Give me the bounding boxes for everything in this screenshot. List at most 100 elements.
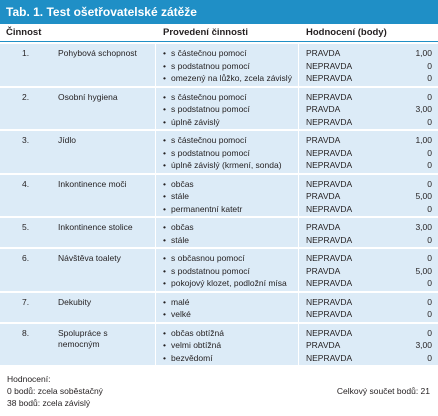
bullet-icon: • [163,91,166,102]
sub-item-score: 5,00 [415,191,432,201]
sub-item-row: • s podstatnou pomocí PRAVDA 5,00 [0,265,438,278]
sub-item-row: • s částečnou pomocí PRAVDA 1,00 [0,134,438,147]
sub-item-score: 0 [427,73,432,83]
column-divider [155,44,156,86]
bullet-icon: • [163,60,166,71]
sub-item-evaluation: NEPRAVDA [306,203,353,214]
sub-item-evaluation: NEPRAVDA [306,91,353,102]
row-number: 7. [22,296,30,307]
bullet-icon: • [163,327,166,338]
column-divider [298,44,299,86]
column-divider [155,174,156,216]
sub-item-evaluation: NEPRAVDA [306,327,353,338]
sub-item-description: omezený na lůžko, zcela závislý [171,73,292,83]
column-divider [155,131,156,173]
table-title: Tab. 1. Test ošetřovatelské zátěže [0,0,438,24]
sub-item-description: s podstatnou pomocí [171,265,250,276]
table-row: 3. Jídlo • s částečnou pomocí PRAVDA 1,00 • s p… [0,129,438,173]
sub-item-evaluation: NEPRAVDA [306,60,353,71]
sub-item-row: • úplně závislý NEPRAVDA 0 [0,116,438,129]
bullet-icon: • [163,160,166,170]
row-number: 6. [22,253,30,263]
sub-item-description: velmi obtížná [171,340,222,350]
bullet-icon: • [163,73,166,83]
row-activity: Inkontinence stolice [58,222,133,232]
sub-item-evaluation: NEPRAVDA [306,278,353,288]
table-body: 1. Pohybová schopnost • s částečnou pomocí P… [0,42,438,365]
sub-item-evaluation: PRAVDA [306,222,341,232]
sub-item-row: • stále PRAVDA 5,00 [0,190,438,203]
sub-item-evaluation: NEPRAVDA [306,234,353,245]
sub-item-evaluation: NEPRAVDA [306,352,353,363]
sub-item-row: • s občasnou pomocí NEPRAVDA 0 [0,252,438,265]
sub-item-score: 0 [427,278,432,288]
sub-item-evaluation: NEPRAVDA [306,116,353,127]
sub-item-score: 5,00 [415,265,432,276]
sub-item-evaluation: PRAVDA [306,48,341,58]
row-number: 4. [22,178,30,189]
sub-item-description: permanentní katetr [171,203,243,214]
sub-item-score: 3,00 [415,104,432,114]
sub-item-score: 0 [427,91,432,102]
column-divider [298,131,299,173]
bullet-icon: • [163,222,166,232]
bullet-icon: • [163,178,166,189]
column-divider [298,218,299,247]
total-score: Celkový součet bodů: 21 [336,386,430,396]
table-row: 7. Dekubity • malé NEPRAVDA 0 • velké NEPRAVDA 0 [0,290,438,322]
sub-item-row: • malé NEPRAVDA 0 [0,296,438,309]
sub-item-row: • občas NEPRAVDA 0 [0,178,438,191]
column-divider [298,174,299,216]
column-divider [155,218,156,247]
sub-item-description: s částečnou pomocí [171,135,247,145]
column-divider [298,292,299,322]
bullet-icon: • [163,265,166,276]
row-activity: Pohybová schopnost [58,48,137,58]
bullet-icon: • [163,48,166,58]
sub-item-row: • omezený na lůžko, zcela závislý NEPRAVDA… [0,72,438,85]
table-row: 1. Pohybová schopnost • s částečnou pomocí P… [0,42,438,86]
sub-item-description: s částečnou pomocí [171,48,247,58]
sub-item-description: úplně závislý (krmení, sonda) [171,160,282,170]
bullet-icon: • [163,116,166,127]
sub-item-evaluation: PRAVDA [306,135,341,145]
sub-item-evaluation: PRAVDA [306,191,341,201]
sub-item-description: s podstatnou pomocí [171,60,250,71]
sub-item-score: 0 [427,160,432,170]
row-number: 3. [22,135,30,145]
row-activity: Návštěva toalety [58,253,121,263]
sub-item-evaluation: PRAVDA [306,265,341,276]
column-divider [155,323,156,365]
header-divider [0,41,438,42]
sub-item-score: 0 [427,234,432,245]
sub-item-row: • úplně závislý (krmení, sonda) NEPRAVDA 0 [0,159,438,172]
sub-item-description: s podstatnou pomocí [171,147,250,158]
sub-item-description: občas [171,178,194,189]
legend-line-max: 38 bodů: zcela závislý [7,398,91,408]
header-activity: Činnost [6,27,42,38]
column-divider [298,323,299,365]
sub-item-description: občas obtížná [171,327,224,338]
sub-item-score: 0 [427,352,432,363]
sub-item-row: • s podstatnou pomocí NEPRAVDA 0 [0,147,438,160]
sub-item-evaluation: NEPRAVDA [306,160,353,170]
sub-item-row: • občas obtížná NEPRAVDA 0 [0,327,438,340]
bullet-icon: • [163,253,166,263]
table-row: 2. Osobní hygiena • s částečnou pomocí NEPRA… [0,85,438,129]
row-activity: Spolupráce s nemocným [58,327,108,349]
bullet-icon: • [163,147,166,158]
table-row: 4. Inkontinence moči • občas NEPRAVDA 0 • stále… [0,172,438,216]
sub-item-evaluation: NEPRAVDA [306,253,353,263]
column-divider [298,249,299,291]
bullet-icon: • [163,309,166,319]
sub-item-description: stále [171,234,189,245]
sub-item-score: 0 [427,178,432,189]
row-number: 1. [22,48,30,58]
sub-item-row: • s částečnou pomocí NEPRAVDA 0 [0,91,438,104]
bullet-icon: • [163,104,166,114]
sub-item-description: s částečnou pomocí [171,91,247,102]
sub-item-score: 0 [427,253,432,263]
sub-item-evaluation: PRAVDA [306,104,341,114]
column-divider [155,292,156,322]
sub-item-description: malé [171,296,190,307]
